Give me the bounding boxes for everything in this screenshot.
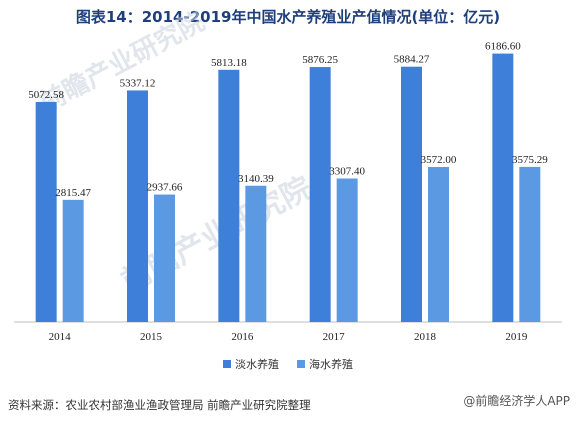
bar-series1-2015 <box>127 90 148 322</box>
data-label-series1-2016: 5813.18 <box>211 57 247 69</box>
x-tick-label-2014: 2014 <box>49 331 72 343</box>
x-tick-label-2016: 2016 <box>231 331 254 343</box>
bar-series1-2016 <box>218 69 240 322</box>
bar-series1-2019 <box>492 53 514 322</box>
x-tick-label-2015: 2015 <box>140 331 163 343</box>
data-label-series1-2018: 5884.27 <box>394 54 430 66</box>
legend-item-series1: 淡水养殖 <box>223 356 279 372</box>
legend-swatch-series1 <box>223 360 231 368</box>
source-note: 资料来源：农业农村部渔业渔政管理局 前瞻产业研究院整理 <box>8 398 311 412</box>
data-label-series2-2018: 3572.00 <box>421 154 457 166</box>
bar-series2-2014 <box>62 199 84 322</box>
data-label-series2-2019: 3575.29 <box>512 154 548 166</box>
data-label-series1-2014: 5072.58 <box>28 89 64 101</box>
data-label-series2-2016: 3140.39 <box>238 173 274 185</box>
legend: 淡水养殖 海水养殖 <box>0 356 576 372</box>
bar-series2-2019 <box>519 166 541 322</box>
data-label-series2-2015: 2937.66 <box>147 182 183 194</box>
legend-item-series2: 海水养殖 <box>297 356 353 372</box>
legend-swatch-series2 <box>297 360 305 368</box>
legend-label-series1: 淡水养殖 <box>235 358 279 371</box>
x-tick-label-2019: 2019 <box>505 331 528 343</box>
bar-series1-2014 <box>35 101 57 322</box>
legend-label-series2: 海水养殖 <box>309 358 353 371</box>
data-label-series1-2017: 5876.25 <box>302 54 338 66</box>
data-label-series2-2017: 3307.40 <box>329 166 365 178</box>
x-tick-label-2017: 2017 <box>323 331 346 343</box>
bar-series2-2015 <box>154 194 175 322</box>
bar-series1-2017 <box>309 67 331 322</box>
bar-series1-2018 <box>401 66 422 322</box>
data-label-series1-2015: 5337.12 <box>120 77 156 89</box>
corner-watermark: @前瞻经济学人APP <box>463 394 570 408</box>
bar-series2-2016 <box>245 185 267 322</box>
data-label-series2-2014: 2815.47 <box>55 187 91 199</box>
bar-series2-2017 <box>336 178 358 322</box>
chart-title: 图表14：2014-2019年中国水产养殖业产值情况(单位：亿元) <box>75 8 501 26</box>
x-tick-label-2018: 2018 <box>414 331 437 343</box>
data-label-series1-2019: 6186.60 <box>485 41 521 53</box>
bar-series2-2018 <box>428 167 449 322</box>
